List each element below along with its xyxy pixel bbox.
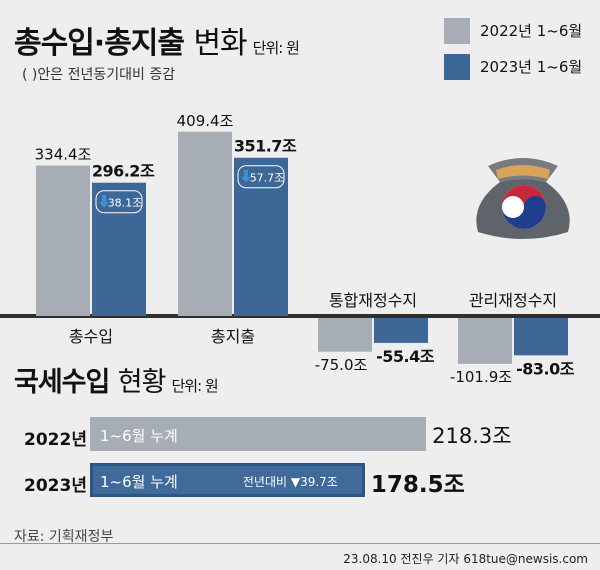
change-label-1: 57.7조 [250, 172, 285, 185]
section2-unit: 단위: 원 [171, 377, 218, 395]
value-label-2022-3: -101.9조 [450, 368, 512, 386]
chart-title: 총수입·총지출 변화 단위: 원 [14, 26, 300, 61]
value-label-2023-1: 351.7조 [234, 137, 297, 156]
category-label-0: 총수입 [69, 327, 113, 346]
value-label-2023-2: -55.4조 [376, 347, 435, 366]
section2-title: 국세수입 현황 단위: 원 [14, 367, 219, 398]
value-label-2023-0: 296.2조 [92, 162, 155, 181]
tax-value-0: 218.3조 [432, 424, 512, 448]
legend-swatch-2022 [444, 18, 470, 44]
down-arrow-icon [241, 169, 251, 183]
down-arrow-icon [99, 194, 109, 208]
yoy-annotation: 전년대비 ▼39.7조 [242, 475, 338, 489]
value-label-2023-3: -83.0조 [516, 359, 575, 378]
bar-2022-3 [458, 318, 512, 364]
value-label-2022-0: 334.4조 [35, 146, 92, 164]
change-label-0: 38.1조 [108, 197, 143, 210]
money-bag-icon [468, 152, 578, 246]
legend-swatch-2023 [444, 54, 470, 80]
value-label-2022-2: -75.0조 [315, 356, 368, 374]
category-label-1: 총지출 [211, 327, 255, 346]
bar-2023-2 [374, 318, 428, 343]
tax-bar-0 [90, 417, 427, 451]
bar-2023-0 [92, 182, 146, 316]
footer-divider [0, 543, 600, 544]
credit-line: 23.08.10 전진우 기자 618tue@newsis.com [343, 552, 588, 566]
legend: 2022년 1~6월 2023년 1~6월 [444, 14, 594, 84]
bar-2023-1 [234, 157, 288, 316]
change-badge-0 [95, 190, 143, 214]
bar-text-0: 1~6월 누계 [100, 427, 178, 445]
value-label-2022-1: 409.4조 [177, 112, 234, 130]
bar-2022-1 [178, 131, 232, 316]
bar-text-1: 1~6월 누계 [100, 473, 178, 491]
legend-label-2023: 2023년 1~6월 [480, 58, 583, 76]
year-label-0: 2022년 [24, 430, 87, 450]
tax-value-1: 178.5조 [370, 472, 465, 498]
tax-bar-1 [90, 463, 365, 497]
change-badge-1 [237, 165, 285, 189]
zero-baseline [0, 314, 600, 318]
unit-label: 단위: 원 [252, 39, 300, 57]
bar-2023-3 [514, 318, 568, 356]
year-label-1: 2023년 [24, 476, 87, 496]
source-note: 자료: 기획재정부 [14, 529, 114, 545]
change-note: ( )안은 전년동기대비 증감 [22, 67, 176, 83]
bar-2022-2 [318, 318, 372, 352]
category-label-2: 통합재정수지 [329, 291, 417, 310]
bar-2022-0 [36, 165, 90, 316]
legend-label-2022: 2022년 1~6월 [480, 22, 583, 40]
category-label-3: 관리재정수지 [469, 291, 557, 310]
